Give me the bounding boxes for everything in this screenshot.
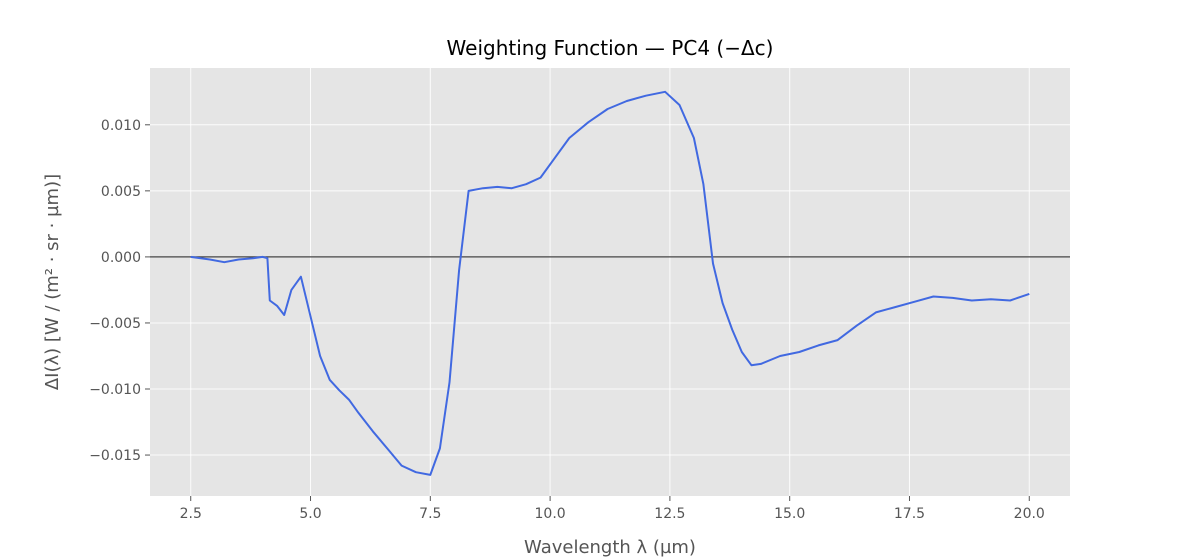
x-tick-label: 20.0 <box>1014 506 1045 522</box>
x-tick-label: 5.0 <box>299 506 321 522</box>
x-tick-label: 7.5 <box>419 506 441 522</box>
x-axis-ticks: 2.5 5.0 7.5 10.0 12.5 15.0 17.5 20.0 <box>180 496 1045 522</box>
y-axis-ticks: −0.015 −0.010 −0.005 0.000 0.005 0.010 <box>89 118 150 464</box>
plot-area <box>150 68 1070 496</box>
x-tick-label: 2.5 <box>180 506 202 522</box>
x-tick-label: 17.5 <box>894 506 925 522</box>
series-layer <box>190 90 1030 476</box>
x-tick-label: 12.5 <box>654 506 685 522</box>
series-line <box>190 90 1030 476</box>
y-tick-label: 0.005 <box>101 184 141 200</box>
y-tick-label: −0.015 <box>89 448 141 464</box>
y-tick-label: 0.000 <box>101 250 141 266</box>
y-tick-label: −0.010 <box>89 382 141 398</box>
y-tick-label: 0.010 <box>101 118 141 134</box>
x-tick-label: 10.0 <box>535 506 566 522</box>
y-axis-label: ΔI(λ) [W / (m² · sr · µm)] <box>42 174 63 390</box>
chart-title: Weighting Function — PC4 (−Δc) <box>447 36 774 60</box>
x-tick-label: 15.0 <box>774 506 805 522</box>
y-tick-label: −0.005 <box>89 316 141 332</box>
x-axis-label: Wavelength λ (µm) <box>524 537 696 558</box>
